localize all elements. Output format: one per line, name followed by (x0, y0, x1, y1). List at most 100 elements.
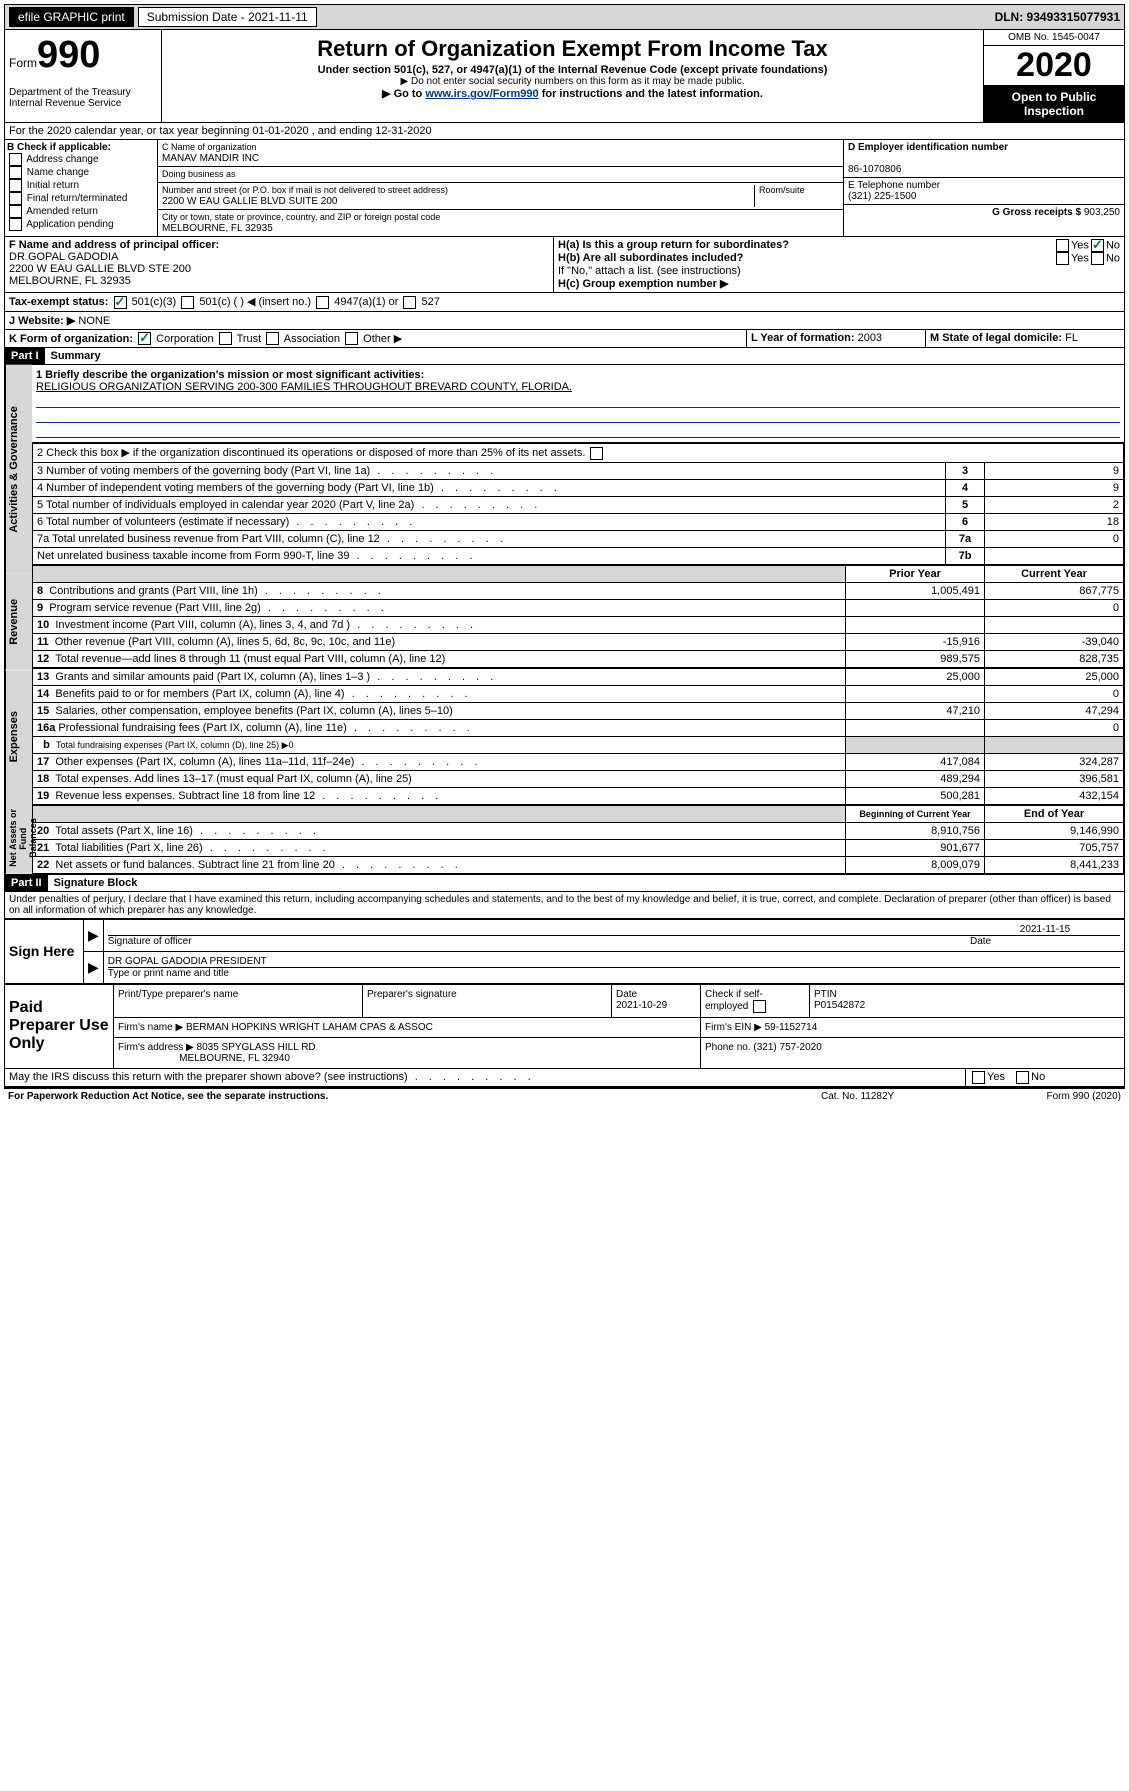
check-address[interactable]: Address change (7, 153, 155, 166)
sig-name: DR GOPAL GADODIA PRESIDENT (108, 956, 1120, 968)
efile-label: efile GRAPHIC print (9, 7, 134, 27)
hb-yes[interactable]: Yes (1054, 252, 1089, 265)
section-d: D Employer identification number 86-1070… (843, 140, 1124, 236)
opt-501c3[interactable]: 501(c)(3) (112, 296, 177, 308)
part1-label: Part I (5, 348, 45, 364)
domicile: FL (1065, 332, 1078, 344)
discuss-row: May the IRS discuss this return with the… (4, 1069, 1125, 1087)
opt-527[interactable]: 527 (401, 296, 439, 308)
prep-sig-label: Preparer's signature (363, 984, 612, 1017)
revenue-table: Prior YearCurrent Year 8 Contributions a… (32, 565, 1124, 668)
goto-suffix: for instructions and the latest informat… (539, 88, 763, 100)
org-city: MELBOURNE, FL 32935 (162, 223, 273, 234)
firm-addr2: MELBOURNE, FL 32940 (179, 1053, 290, 1064)
officer-addr1: 2200 W EAU GALLIE BLVD STE 200 (9, 263, 191, 275)
section-c: C Name of organization MANAV MANDIR INC … (158, 140, 843, 236)
check-name[interactable]: Name change (7, 166, 155, 179)
domicile-label: M State of legal domicile: (930, 332, 1062, 344)
hb-ifno: If "No," attach a list. (see instruction… (558, 265, 1120, 277)
ha-yes[interactable]: Yes (1054, 239, 1089, 252)
subtitle-2: ▶ Do not enter social security numbers o… (166, 76, 979, 87)
sig-date-label: Date (970, 936, 1120, 947)
form-number: 990 (37, 34, 100, 76)
line2: 2 Check this box ▶ if the organization d… (37, 447, 585, 459)
mission-label: 1 Briefly describe the organization's mi… (36, 369, 1120, 381)
city-label: City or town, state or province, country… (162, 212, 440, 222)
website-label: J Website: ▶ (9, 315, 75, 327)
ein-label: D Employer identification number (848, 142, 1008, 153)
officer-addr2: MELBOURNE, FL 32935 (9, 275, 131, 287)
cat-no: Cat. No. 11282Y (821, 1091, 971, 1102)
check-amended[interactable]: Amended return (7, 205, 155, 218)
discuss-label: May the IRS discuss this return with the… (9, 1071, 535, 1083)
tax-status-label: Tax-exempt status: (9, 296, 108, 308)
firm-name: BERMAN HOPKINS WRIGHT LAHAM CPAS & ASSOC (186, 1022, 433, 1033)
ha-no[interactable]: No (1089, 239, 1120, 252)
sign-here-label: Sign Here (5, 919, 84, 983)
sections-bcd: B Check if applicable: Address change Na… (4, 140, 1125, 237)
section-i: Tax-exempt status: 501(c)(3) 501(c) ( ) … (4, 293, 1125, 312)
form-number-box: Form990 Department of the Treasury Inter… (5, 30, 162, 122)
part2-label: Part II (5, 875, 48, 891)
firm-ein: 59-1152714 (765, 1022, 818, 1033)
k-assoc[interactable]: Association (264, 333, 340, 345)
preparer-label: Paid Preparer Use Only (5, 984, 114, 1068)
firm-phone: (321) 757-2020 (753, 1042, 821, 1053)
org-name-label: C Name of organization (162, 142, 257, 152)
expenses-table: 13 Grants and similar amounts paid (Part… (32, 668, 1124, 805)
opt-501c[interactable]: 501(c) ( ) ◀ (insert no.) (179, 296, 311, 308)
gross-value: 903,250 (1084, 207, 1120, 218)
sign-table: Sign Here ▶ 2021-11-15 Signature of offi… (4, 919, 1125, 984)
check-final[interactable]: Final return/terminated (7, 192, 155, 205)
subtitle-1: Under section 501(c), 527, or 4947(a)(1)… (166, 64, 979, 76)
netassets-tab: Net Assets or Fund Balances (5, 803, 32, 874)
section-j: J Website: ▶ NONE (4, 312, 1125, 330)
check-pending[interactable]: Application pending (7, 218, 155, 231)
preparer-table: Paid Preparer Use Only Print/Type prepar… (4, 984, 1125, 1069)
sig-name-label: Type or print name and title (108, 968, 1120, 979)
dln: DLN: 93493315077931 (995, 10, 1120, 24)
part2-title: Signature Block (48, 875, 144, 891)
mission-text: RELIGIOUS ORGANIZATION SERVING 200-300 F… (36, 381, 1120, 393)
section-b: B Check if applicable: Address change Na… (5, 140, 158, 236)
discuss-no[interactable]: No (1014, 1071, 1045, 1083)
ha-label: H(a) Is this a group return for subordin… (558, 239, 1054, 252)
dba-label: Doing business as (162, 169, 236, 179)
perjury-text: Under penalties of perjury, I declare th… (4, 892, 1125, 919)
org-address: 2200 W EAU GALLIE BLVD SUITE 200 (162, 196, 337, 207)
discuss-yes[interactable]: Yes (970, 1071, 1005, 1083)
paperwork-notice: For Paperwork Reduction Act Notice, see … (8, 1091, 821, 1102)
officer-label: F Name and address of principal officer: (9, 239, 219, 251)
goto-prefix: ▶ Go to (382, 88, 425, 100)
addr-label: Number and street (or P.O. box if mail i… (162, 185, 448, 195)
revenue-tab: Revenue (5, 574, 32, 670)
part1-title: Summary (45, 348, 107, 364)
form-header: Form990 Department of the Treasury Inter… (4, 30, 1125, 123)
tel-label: E Telephone number (848, 180, 940, 191)
opt-4947[interactable]: 4947(a)(1) or (314, 296, 398, 308)
k-other[interactable]: Other ▶ (343, 333, 402, 345)
header-right: OMB No. 1545-0047 2020 Open to Public In… (983, 30, 1124, 122)
website-value: NONE (78, 315, 110, 327)
prep-date: 2021-10-29 (616, 1000, 667, 1011)
hb-label: H(b) Are all subordinates included? (558, 252, 1054, 265)
k-trust[interactable]: Trust (217, 333, 262, 345)
irs-link[interactable]: www.irs.gov/Form990 (425, 88, 538, 100)
part2-header: Part II Signature Block (4, 875, 1125, 892)
tel-value: (321) 225-1500 (848, 191, 916, 202)
sig-label: Signature of officer (108, 936, 970, 947)
netassets-table: Beginning of Current YearEnd of Year 20 … (32, 805, 1124, 874)
subtitle-3: ▶ Go to www.irs.gov/Form990 for instruct… (166, 87, 979, 100)
line2-check[interactable] (590, 447, 603, 460)
department: Department of the Treasury Internal Reve… (9, 87, 157, 109)
check-initial[interactable]: Initial return (7, 179, 155, 192)
prep-print-label: Print/Type preparer's name (114, 984, 363, 1017)
k-corp[interactable]: Corporation (136, 333, 214, 345)
tax-year-line: For the 2020 calendar year, or tax year … (5, 123, 1124, 139)
ptin: P01542872 (814, 1000, 865, 1011)
sig-date: 2021-11-15 (970, 924, 1120, 936)
form-title: Return of Organization Exempt From Incom… (166, 36, 979, 62)
hb-no[interactable]: No (1089, 252, 1120, 265)
open-public: Open to Public Inspection (984, 86, 1124, 122)
officer-name: DR GOPAL GADODIA (9, 251, 118, 263)
